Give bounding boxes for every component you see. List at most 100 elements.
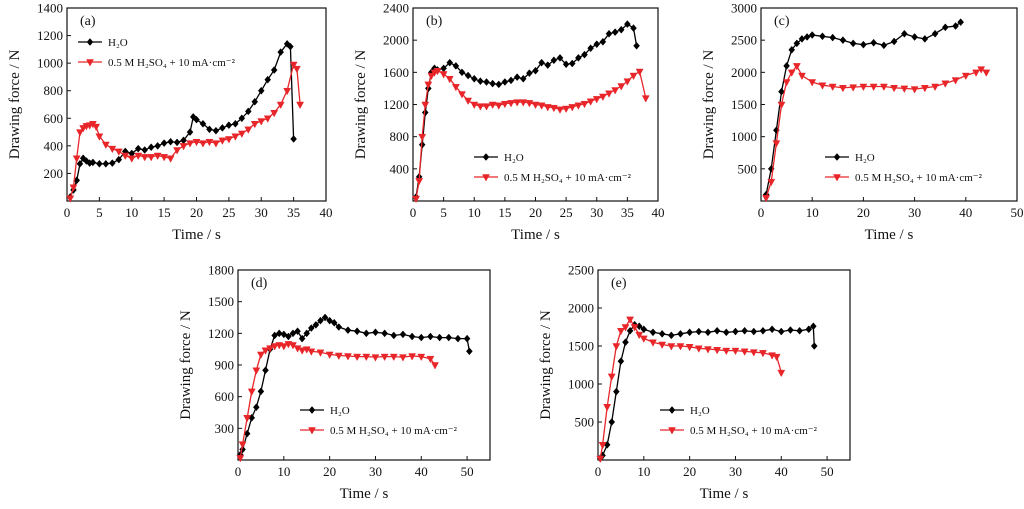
data-point bbox=[277, 48, 285, 56]
legend-entry: 0.5 M H₂SO₄ + 10 mA·cm⁻² bbox=[690, 425, 818, 437]
data-point bbox=[439, 71, 448, 79]
data-point bbox=[667, 331, 675, 340]
x-tick-label: 20 bbox=[529, 205, 542, 220]
data-point bbox=[574, 102, 583, 110]
legend-entry: H₂O bbox=[855, 152, 875, 164]
data-point bbox=[244, 107, 252, 116]
data-point bbox=[290, 135, 297, 143]
data-point bbox=[694, 345, 703, 353]
data-point bbox=[622, 338, 629, 347]
legend-marker bbox=[668, 427, 676, 435]
data-point bbox=[458, 68, 466, 77]
data-point bbox=[612, 387, 620, 396]
data-point bbox=[134, 152, 143, 161]
legend-marker bbox=[308, 406, 316, 414]
data-point bbox=[334, 352, 343, 361]
data-point bbox=[859, 83, 868, 92]
data-point bbox=[911, 33, 918, 41]
panel-label: (a) bbox=[80, 14, 96, 29]
data-point bbox=[412, 195, 420, 204]
data-point bbox=[607, 373, 616, 381]
data-point bbox=[749, 349, 758, 357]
data-point bbox=[513, 99, 522, 107]
y-tick-label: 1500 bbox=[731, 97, 757, 112]
data-point bbox=[279, 343, 288, 351]
data-point bbox=[482, 103, 491, 111]
data-point bbox=[685, 344, 694, 352]
data-point bbox=[243, 415, 252, 423]
data-point bbox=[289, 329, 297, 338]
data-point bbox=[586, 98, 595, 106]
y-axis-label: Drawing force / N bbox=[178, 310, 194, 420]
data-point bbox=[818, 82, 827, 90]
x-tick-label: 30 bbox=[255, 205, 268, 220]
data-point bbox=[488, 101, 497, 110]
data-point bbox=[767, 178, 776, 187]
data-point bbox=[581, 50, 588, 59]
data-point bbox=[580, 100, 589, 109]
legend-marker bbox=[482, 153, 490, 161]
data-point bbox=[920, 85, 929, 93]
legend-entry: H₂O bbox=[330, 405, 350, 417]
x-tick-label: 20 bbox=[190, 205, 203, 220]
data-point bbox=[147, 154, 156, 162]
chart-panel-2: 0 5 10 15 20 25 30 35 40 400 800 1200 1600 2000 2400 Ti… bbox=[353, 1, 665, 244]
data-point bbox=[731, 347, 740, 356]
y-axis-label: Drawing force / N bbox=[7, 50, 23, 160]
data-point bbox=[575, 53, 582, 62]
legend-entry: 0.5 M H₂SO₄ + 10 mA·cm⁻² bbox=[504, 172, 632, 184]
legend-marker bbox=[668, 406, 676, 414]
data-point bbox=[507, 76, 515, 85]
data-point bbox=[543, 104, 552, 112]
y-tick-label: 1200 bbox=[37, 28, 63, 43]
data-point bbox=[713, 326, 721, 335]
data-point bbox=[798, 72, 806, 81]
chart-panel-1: 0 5 10 15 20 25 30 35 40 200 400 600 800 1000 1200 1400… bbox=[7, 1, 333, 244]
data-point bbox=[140, 154, 149, 162]
y-tick-label: 1500 bbox=[208, 294, 234, 309]
x-tick-label: 20 bbox=[857, 205, 870, 220]
x-tick-label: 40 bbox=[959, 205, 972, 220]
data-point bbox=[115, 155, 123, 164]
data-point bbox=[808, 79, 817, 87]
legend-entry: H₂O bbox=[108, 37, 128, 49]
data-point bbox=[649, 339, 657, 347]
panel-label: (e) bbox=[611, 276, 627, 291]
data-point bbox=[264, 75, 272, 84]
x-tick-label: 50 bbox=[461, 464, 474, 479]
x-tick-label: 40 bbox=[775, 464, 788, 479]
data-point bbox=[212, 126, 220, 135]
data-point bbox=[263, 115, 272, 123]
y-tick-label: 1600 bbox=[383, 65, 409, 80]
data-point bbox=[777, 327, 785, 336]
data-point bbox=[783, 62, 790, 70]
data-point bbox=[270, 110, 279, 118]
x-tick-label: 5 bbox=[96, 205, 103, 220]
data-point bbox=[464, 71, 472, 80]
data-point bbox=[617, 25, 625, 34]
data-point bbox=[556, 106, 564, 114]
x-tick-label: 30 bbox=[590, 205, 603, 220]
data-point bbox=[451, 84, 460, 92]
data-point bbox=[704, 328, 712, 337]
x-tick-label: 15 bbox=[498, 205, 511, 220]
data-point bbox=[732, 327, 739, 336]
data-point bbox=[257, 118, 266, 126]
data-point bbox=[270, 66, 278, 74]
data-point bbox=[483, 78, 490, 86]
data-point bbox=[676, 343, 685, 351]
y-tick-label: 1000 bbox=[568, 377, 594, 392]
data-point bbox=[69, 184, 78, 192]
data-point bbox=[108, 159, 116, 167]
data-point bbox=[759, 326, 767, 335]
data-point bbox=[232, 119, 239, 128]
data-point bbox=[630, 24, 637, 32]
y-tick-label: 3000 bbox=[731, 1, 757, 16]
data-point bbox=[592, 96, 601, 104]
data-point bbox=[353, 353, 362, 362]
data-point bbox=[538, 58, 545, 67]
data-point bbox=[803, 33, 811, 41]
legend-marker bbox=[482, 174, 490, 182]
data-point bbox=[257, 387, 265, 396]
x-tick-label: 0 bbox=[64, 205, 71, 220]
